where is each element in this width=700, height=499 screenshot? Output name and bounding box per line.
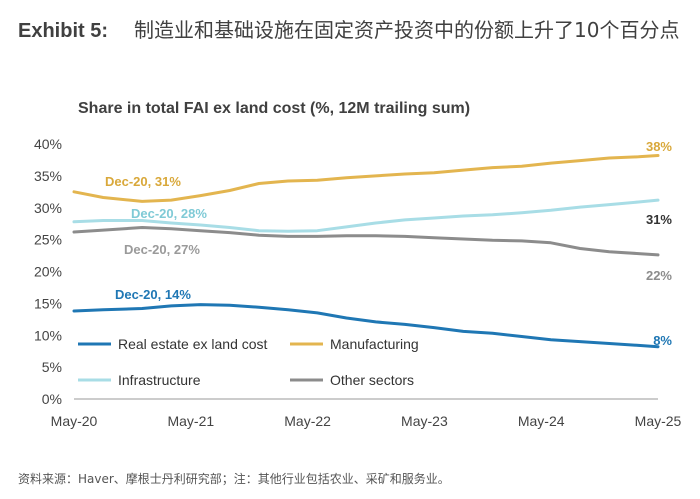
annotation-manufacturing: Dec-20, 31% [105, 174, 181, 189]
y-tick-label: 5% [42, 359, 62, 375]
y-tick-label: 30% [34, 200, 62, 216]
x-tick-label: May-23 [401, 413, 448, 429]
x-tick-label: May-25 [635, 413, 682, 429]
y-tick-label: 0% [42, 391, 62, 407]
annotation-real_estate: 8% [653, 333, 672, 348]
y-tick-label: 15% [34, 295, 62, 311]
x-tick-label: May-24 [518, 413, 565, 429]
legend-label-manufacturing: Manufacturing [330, 336, 419, 352]
legend-label-infrastructure: Infrastructure [118, 372, 201, 388]
y-tick-label: 10% [34, 327, 62, 343]
y-tick-label: 40% [34, 136, 62, 152]
series-line-other [72, 226, 660, 257]
annotation-manufacturing: 38% [646, 139, 672, 154]
y-tick-label: 25% [34, 232, 62, 248]
series-line-manufacturing [72, 154, 660, 203]
chart-title: Share in total FAI ex land cost (%, 12M … [78, 100, 471, 117]
legend-label-real_estate: Real estate ex land cost [118, 336, 268, 352]
exhibit-label: Exhibit 5: [18, 20, 109, 42]
legend-label-other: Other sectors [330, 372, 414, 388]
exhibit-title: 制造业和基础设施在固定资产投资中的份额上升了10个百分点 [134, 18, 680, 42]
annotation-real_estate: Dec-20, 14% [115, 287, 191, 302]
y-tick-label: 20% [34, 264, 62, 280]
x-tick-label: May-20 [51, 413, 98, 429]
line-chart: 0% 5% 10% 15% 20% 25% 30% 35% 40% May-20 May-21 May… [34, 136, 682, 429]
annotation-infrastructure: Dec-20, 28% [131, 206, 207, 221]
series-line-real_estate [72, 303, 660, 349]
x-tick-label: May-21 [167, 413, 214, 429]
annotation-infrastructure: 31% [646, 212, 672, 227]
exhibit-heading: Exhibit 5: 制造业和基础设施在固定资产投资中的份额上升了10个百分点 [18, 14, 688, 47]
annotation-other: 22% [646, 268, 672, 283]
y-tick-label: 35% [34, 168, 62, 184]
x-tick-label: May-22 [284, 413, 331, 429]
source-note: 资料来源：Haver、摩根士丹利研究部；注：其他行业包括农业、采矿和服务业。 [18, 472, 450, 486]
annotation-other: Dec-20, 27% [124, 242, 200, 257]
series-line-infrastructure [72, 198, 660, 233]
